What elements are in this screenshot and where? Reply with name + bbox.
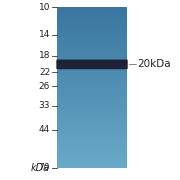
FancyBboxPatch shape — [56, 60, 128, 69]
Text: kDa: kDa — [31, 163, 50, 173]
Text: 33: 33 — [39, 101, 50, 110]
Text: 22: 22 — [39, 68, 50, 77]
Text: 14: 14 — [39, 30, 50, 39]
Text: 10: 10 — [39, 3, 50, 12]
Text: 26: 26 — [39, 82, 50, 91]
Text: 18: 18 — [39, 51, 50, 60]
Text: 44: 44 — [39, 125, 50, 134]
Text: 20kDa: 20kDa — [137, 59, 171, 69]
Text: 70: 70 — [39, 163, 50, 172]
